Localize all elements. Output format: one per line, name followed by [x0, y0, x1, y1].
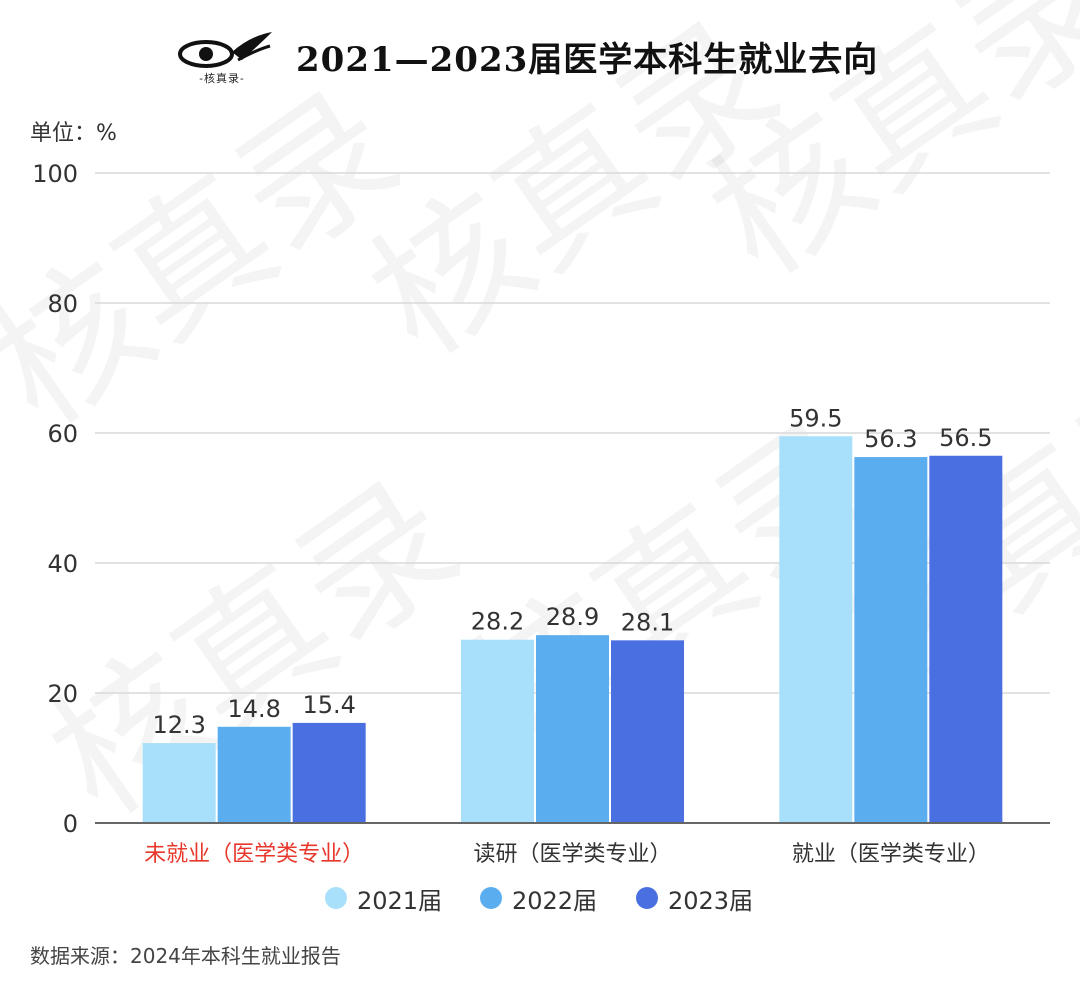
legend-item: 2022届	[480, 878, 597, 918]
logo-text: -核真录-	[199, 72, 245, 85]
legend-label: 2023届	[668, 886, 754, 915]
bar	[461, 639, 534, 823]
source-note: 数据来源：2024年本科生就业报告	[30, 944, 341, 968]
data-label: 14.8	[227, 695, 280, 723]
legend-swatch	[480, 887, 502, 909]
y-tick-label: 80	[47, 290, 78, 318]
legend-item: 2023届	[636, 878, 753, 918]
bar	[142, 743, 216, 823]
bar	[611, 640, 684, 823]
bar	[854, 457, 928, 823]
legend-swatch	[325, 887, 347, 909]
data-label: 59.5	[789, 404, 842, 432]
data-label: 28.2	[471, 608, 524, 636]
data-label: 15.4	[302, 691, 355, 719]
y-tick-label: 40	[47, 550, 78, 578]
legend: 2021届 2022届 2023届	[0, 878, 1080, 918]
bar	[929, 455, 1003, 823]
x-tick-label: 未就业（医学类专业）	[144, 842, 364, 867]
chart-header: -核真录- 2021—2023届医学本科生就业去向	[0, 30, 1080, 90]
bar	[217, 726, 291, 823]
y-tick-label: 60	[47, 420, 78, 448]
data-label: 56.5	[939, 424, 992, 452]
chart-title: 2021—2023届医学本科生就业去向	[296, 40, 879, 80]
legend-label: 2022届	[512, 886, 598, 915]
logo: -核真录-	[172, 30, 282, 86]
unit-label: 单位：%	[30, 121, 117, 146]
bar	[779, 436, 853, 823]
data-label: 28.9	[546, 603, 599, 631]
y-tick-label: 100	[32, 160, 78, 188]
bar-chart: 0 20 40 60 80 100 12.3 14.8 15.4 未就业（医学类专业） 28.2 28…	[32, 160, 1050, 867]
data-label: 56.3	[864, 425, 917, 453]
data-label: 28.1	[621, 608, 674, 636]
legend-item: 2021届	[325, 878, 442, 918]
legend-swatch	[636, 887, 658, 909]
x-tick-label: 就业（医学类专业）	[792, 842, 990, 867]
bar	[292, 722, 366, 823]
bar	[536, 635, 609, 823]
eye-logo-icon	[178, 32, 272, 68]
x-tick-label: 读研（医学类专业）	[473, 842, 671, 867]
y-tick-label: 0	[63, 810, 78, 838]
data-label: 12.3	[152, 711, 205, 739]
legend-label: 2021届	[357, 886, 443, 915]
y-tick-label: 20	[47, 680, 78, 708]
